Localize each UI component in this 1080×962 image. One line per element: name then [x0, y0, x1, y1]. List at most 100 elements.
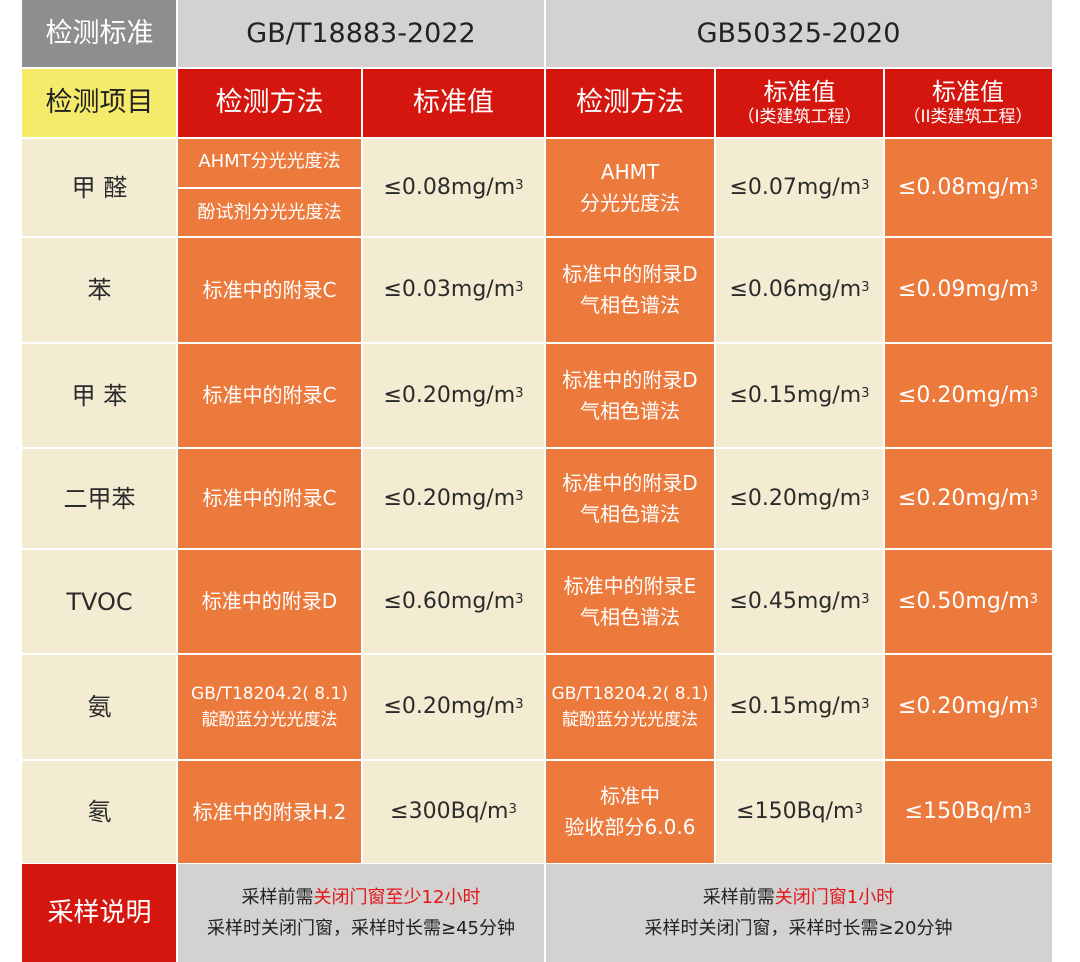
value-text: ≤0.20mg/m	[383, 485, 516, 511]
separator-3	[544, 0, 546, 962]
a-method-line1: GB/T18204.2( 8.1)	[191, 683, 348, 704]
a-value-cell: ≤0.20mg/m 3	[362, 343, 545, 448]
separator-4	[714, 68, 716, 864]
value-text: ≤0.07mg/m	[729, 174, 862, 200]
separator-2	[361, 68, 363, 864]
b-method-line2: 气相色谱法	[580, 604, 680, 629]
b-method-cell: 标准中的附录D 气相色谱法	[545, 343, 715, 448]
standard-b-title: GB50325-2020	[545, 0, 1052, 68]
a-value-cell: ≤300Bq/m 3	[362, 760, 545, 864]
row-separator	[22, 236, 1052, 238]
b-value1-header-sub: （I类建筑工程）	[737, 107, 862, 128]
a-value-cell: ≤0.03mg/m 3	[362, 237, 545, 343]
b-value2-cell: ≤0.08mg/m 3	[884, 138, 1052, 237]
b-value2-cell: ≤0.20mg/m 3	[884, 448, 1052, 549]
b-value2-cell: ≤0.20mg/m 3	[884, 343, 1052, 448]
a-method-cell: 标准中的附录H.2	[177, 760, 362, 864]
b-method-line2: 气相色谱法	[580, 501, 680, 526]
unit-superscript: 3	[508, 802, 517, 818]
b-value2-cell: ≤0.09mg/m 3	[884, 237, 1052, 343]
unit-superscript: 3	[861, 591, 870, 607]
b-method-line1: AHMT	[600, 159, 660, 184]
a-method-cell: 标准中的附录C	[177, 343, 362, 448]
b-method-line1: 标准中的附录D	[562, 262, 698, 286]
unit-superscript: 3	[861, 697, 870, 713]
sampling-a: 采样前需关闭门窗至少12小时 采样时关闭门窗，采样时长需≥45分钟	[177, 864, 545, 962]
unit-superscript: 3	[1029, 488, 1039, 504]
b-method-line1: 标准中的附录D	[562, 367, 698, 392]
unit-superscript: 3	[515, 385, 524, 401]
a-value-cell: ≤0.60mg/m 3	[362, 549, 545, 654]
value-text: ≤0.03mg/m	[383, 277, 516, 303]
value-text: ≤0.20mg/m	[897, 485, 1030, 511]
b-method-line1: GB/T18204.2( 8.1)	[551, 683, 709, 704]
unit-superscript: 3	[515, 488, 524, 504]
b-value2-header: 标准值 （II类建筑工程）	[884, 68, 1052, 138]
unit-superscript: 3	[515, 177, 524, 193]
row-separator	[22, 342, 1052, 344]
b-value1-cell: ≤0.07mg/m 3	[715, 138, 884, 237]
b-value2-cell: ≤150Bq/m 3	[884, 760, 1052, 864]
unit-superscript: 3	[1029, 177, 1039, 193]
sampling-a-line1: 采样前需关闭门窗至少12小时	[241, 886, 481, 908]
b-value1-header: 标准值 （I类建筑工程）	[715, 68, 884, 138]
unit-superscript: 3	[515, 697, 524, 713]
b-value2-cell: ≤0.50mg/m 3	[884, 549, 1052, 654]
value-text: ≤0.50mg/m	[897, 588, 1030, 614]
unit-superscript: 3	[861, 488, 870, 504]
value-text: ≤0.20mg/m	[729, 485, 862, 511]
item-name: 甲 苯	[22, 343, 177, 448]
unit-superscript: 3	[1029, 697, 1039, 713]
item-name: 氡	[22, 760, 177, 864]
row-separator	[22, 548, 1052, 550]
unit-superscript: 3	[861, 177, 870, 193]
b-value2-header-sub: （II类建筑工程）	[903, 107, 1033, 128]
b-method-line2: 气相色谱法	[580, 398, 680, 423]
a-value-cell: ≤0.20mg/m 3	[362, 654, 545, 760]
a-method-line1: 标准中的附录C	[202, 486, 337, 510]
value-text: ≤0.60mg/m	[383, 588, 516, 614]
unit-superscript: 3	[854, 802, 863, 818]
sampling-a-line2: 采样时关闭门窗，采样时长需≥45分钟	[207, 918, 515, 939]
b-method-header: 检测方法	[545, 68, 715, 138]
b-value1-cell: ≤0.15mg/m 3	[715, 343, 884, 448]
unit-superscript: 3	[861, 385, 870, 401]
item-name: TVOC	[22, 549, 177, 654]
separator-1	[176, 0, 178, 962]
value-text: ≤0.20mg/m	[897, 694, 1030, 720]
unit-superscript: 3	[1022, 802, 1032, 818]
b-value1-cell: ≤0.45mg/m 3	[715, 549, 884, 654]
b-method-cell: 标准中的附录D 气相色谱法	[545, 448, 715, 549]
value-text: ≤300Bq/m	[390, 799, 509, 825]
b-value1-header-label: 标准值	[763, 78, 836, 107]
unit-superscript: 3	[515, 591, 524, 607]
a-method-line1: AHMT分光光度法	[177, 138, 362, 189]
standards-table: 检测标准 GB/T18883-2022 GB50325-2020 检测项目 检测…	[22, 0, 1052, 962]
b-method-cell: 标准中的附录D 气相色谱法	[545, 237, 715, 343]
value-text: ≤0.20mg/m	[383, 382, 516, 408]
b-value2-cell: ≤0.20mg/m 3	[884, 654, 1052, 760]
standard-a-title: GB/T18883-2022	[177, 0, 545, 68]
row-separator	[22, 137, 1052, 139]
row-separator	[22, 759, 1052, 761]
unit-superscript: 3	[1029, 280, 1039, 296]
a-value-header: 标准值	[362, 68, 545, 138]
value-text: ≤0.15mg/m	[729, 694, 862, 720]
b-method-cell: 标准中的附录E 气相色谱法	[545, 549, 715, 654]
sampling-b-line1: 采样前需关闭门窗1小时	[702, 886, 895, 908]
b-value1-cell: ≤0.15mg/m 3	[715, 654, 884, 760]
row-separator	[22, 447, 1052, 449]
item-name: 二甲苯	[22, 448, 177, 549]
b-value1-cell: ≤0.06mg/m 3	[715, 237, 884, 343]
a-method-line2: 靛酚蓝分光光度法	[201, 710, 338, 730]
item-name: 甲 醛	[22, 138, 177, 237]
value-text: ≤0.08mg/m	[897, 174, 1030, 200]
separator-header	[22, 67, 1052, 69]
a-method-line1: 标准中的附录C	[202, 383, 337, 407]
a-method-header: 检测方法	[177, 68, 362, 138]
sampling-b: 采样前需关闭门窗1小时 采样时关闭门窗，采样时长需≥20分钟	[545, 864, 1052, 962]
b-method-line2: 靛酚蓝分光光度法	[562, 710, 698, 730]
a-value-cell: ≤0.20mg/m 3	[362, 448, 545, 549]
value-text: ≤0.06mg/m	[729, 277, 862, 303]
unit-superscript: 3	[1029, 591, 1039, 607]
